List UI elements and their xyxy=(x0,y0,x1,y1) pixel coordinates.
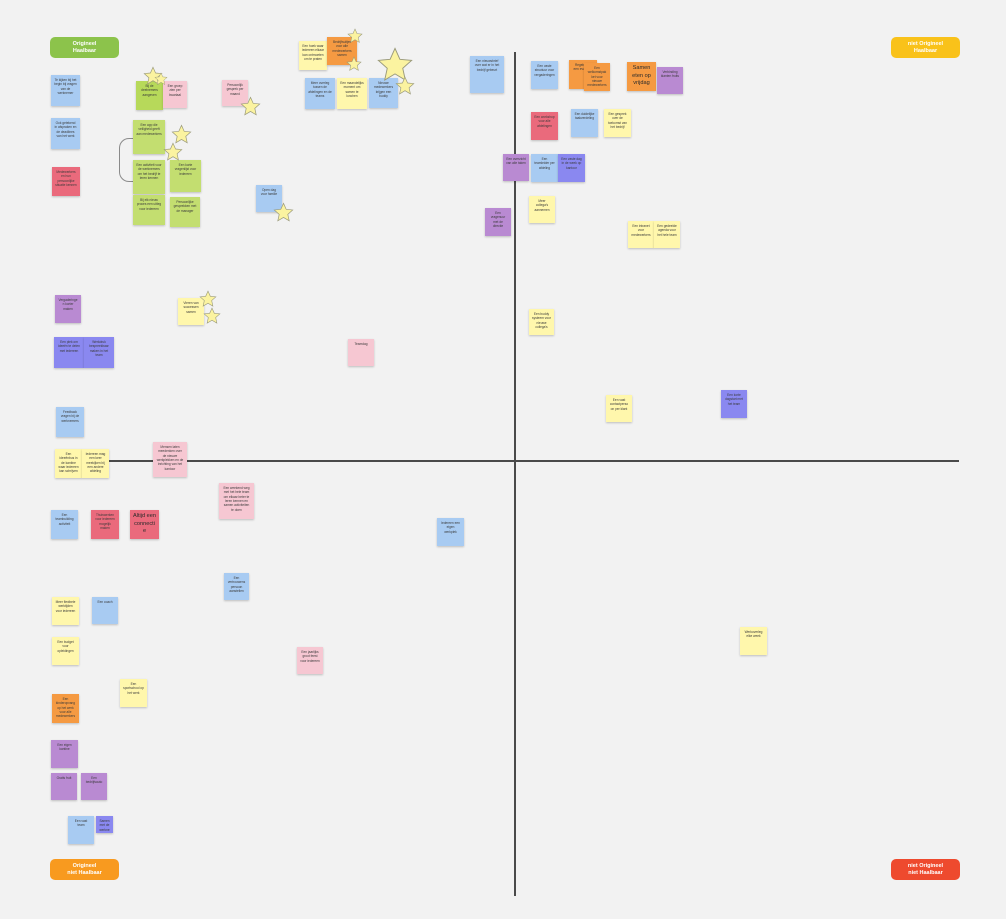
quadrant-label-origineel-haalbaar[interactable]: Origineel Haalbaar xyxy=(50,37,119,58)
sticky-note[interactable]: Meer flexibele werktijden voor iedereen xyxy=(52,597,79,625)
sticky-note[interactable]: Teamdag xyxy=(348,339,374,366)
sticky-note[interactable]: Te kijken bij het begin bij vragen van d… xyxy=(51,75,80,106)
sticky-note[interactable]: Werkoverleg elke week xyxy=(740,627,767,655)
sticky-note[interactable]: Altijd een connectie xyxy=(130,510,159,539)
sticky-note[interactable]: Mensen laten meedenken over de nieuwe we… xyxy=(153,442,187,477)
sticky-note[interactable]: Een teamleider per afdeling xyxy=(531,154,558,182)
star-icon xyxy=(273,202,294,222)
sticky-note[interactable]: Een overzicht van alle taken xyxy=(503,154,529,181)
sticky-note[interactable]: Een eigen kantine xyxy=(51,740,78,768)
sticky-note[interactable]: Een intranet voor medewerkers xyxy=(628,221,654,248)
sticky-note[interactable]: Een vragenuur met de directie xyxy=(485,208,511,236)
sticky-note[interactable]: Een buddy systeem voor nieuwe collega's xyxy=(529,309,554,335)
sticky-note[interactable]: Een activiteit voor de werknemers om het… xyxy=(133,160,165,194)
sticky-note[interactable]: Een gedeelde agenda voor het hele team xyxy=(654,221,680,248)
sticky-note[interactable]: Bij de deelnemers aangeven xyxy=(136,81,163,110)
sticky-note[interactable]: Een vast team xyxy=(68,816,94,844)
sticky-note[interactable]: Medewerkers en hun persoonlijke situatie… xyxy=(52,167,80,196)
sticky-note[interactable]: Een vaste structuur voor vergaderingen xyxy=(531,61,558,89)
star-icon xyxy=(203,307,221,324)
sticky-note[interactable]: Samen met de werknemers afspraken maken … xyxy=(96,816,113,833)
grouping-bracket xyxy=(119,138,138,182)
sticky-note[interactable]: Een app die veiligheid geeft aan medewer… xyxy=(133,120,165,154)
sticky-note[interactable]: Een weekend weg met het hele team om elk… xyxy=(219,483,254,519)
sticky-note[interactable]: Iedereen mag een keer meekijken bij een … xyxy=(82,449,109,478)
sticky-note[interactable]: Iedereen een eigen werkplek xyxy=(437,518,464,546)
sticky-note[interactable]: Een vaste dag in de week op kantoor xyxy=(558,154,585,182)
sticky-note[interactable]: Gratis fruit xyxy=(51,773,77,800)
sticky-note[interactable]: Thuiswerken voor iedereen mogelijk maken xyxy=(91,510,119,539)
sticky-note[interactable]: Een plek om ideeën te delen met iedereen xyxy=(54,337,84,368)
sticky-note[interactable]: Een hoek waar iedereen elkaar kan ontmoe… xyxy=(299,41,327,70)
sticky-note[interactable]: Meer collega's aannemen xyxy=(529,196,555,223)
sticky-note[interactable]: Persoonlijk gesprek per maand xyxy=(222,80,248,106)
sticky-note[interactable]: Een coach xyxy=(92,597,118,624)
sticky-note[interactable]: Verbinding klanten fruits xyxy=(657,67,683,94)
sticky-note[interactable]: Een teambuilding activiteit xyxy=(51,510,78,539)
sticky-note[interactable]: Een budget voor opleidingen xyxy=(52,637,79,665)
sticky-note[interactable]: Nieuwe medewerkers krijgen een buddy xyxy=(369,78,398,108)
vertical-axis xyxy=(514,52,516,896)
star-icon xyxy=(377,47,413,82)
sticky-note[interactable]: Vieren van successen samen xyxy=(178,298,204,325)
star-icon xyxy=(346,56,362,71)
sticky-note[interactable]: Een gesprek over de toekomst van het bed… xyxy=(604,109,631,137)
sticky-note[interactable]: Een nieuwsbrief over wat er in het bedri… xyxy=(470,56,504,93)
sticky-note[interactable]: Persoonlijke gesprekken met de manager xyxy=(170,197,200,227)
sticky-note[interactable]: Een workshop voor alle afdelingen xyxy=(531,112,558,140)
sticky-note[interactable]: Een vertrouwenspersoon aanstellen xyxy=(224,573,249,600)
star-icon xyxy=(240,96,261,116)
sticky-note[interactable]: Een jaarlijks groot feest voor iedereen xyxy=(297,647,323,674)
star-icon xyxy=(154,72,168,86)
star-icon xyxy=(395,76,415,95)
quadrant-label-origineel-niet-haalbaar[interactable]: Origineel niet Haalbaar xyxy=(50,859,119,880)
sticky-note[interactable]: Een welkomstpakket voor nieuwe medewerke… xyxy=(584,63,610,91)
sticky-note[interactable]: Vergaderingen korter maken xyxy=(55,295,81,323)
sticky-note[interactable]: Samen eten op vrijdag xyxy=(627,62,656,91)
sticky-note[interactable]: Ook getekend in afspraken en de deadline… xyxy=(51,118,80,149)
sticky-note[interactable]: Een sportschool op het werk xyxy=(120,679,147,707)
sticky-note[interactable]: Feedback vragen bij de werknemers xyxy=(56,407,84,437)
quadrant-label-niet-origineel-niet-haalbaar[interactable]: niet Origineel niet Haalbaar xyxy=(891,859,960,880)
sticky-note[interactable]: Een korte dagstart met het team xyxy=(721,390,747,418)
star-icon xyxy=(171,124,192,144)
star-icon xyxy=(199,290,217,307)
sticky-note[interactable]: Een bedrijfsauto xyxy=(81,773,107,800)
sticky-note[interactable]: Een ideeënbus in de kantine waar iederee… xyxy=(55,449,82,478)
sticky-note[interactable]: Een groep zien per kwartaal xyxy=(163,81,187,108)
sticky-note[interactable]: Een vast contactpersoon per klant xyxy=(606,395,632,422)
sticky-note[interactable]: Een maandelijks moment om samen te lunch… xyxy=(337,78,367,109)
sticky-note[interactable]: Open dag voor familie xyxy=(256,185,282,212)
sticky-note[interactable]: Een kinderopvang op het werk voor alle m… xyxy=(52,694,79,723)
star-icon xyxy=(347,28,363,43)
sticky-note[interactable]: Een duidelijke taakverdeling xyxy=(571,109,598,137)
horizontal-axis xyxy=(58,460,959,462)
sticky-note[interactable]: Een korte vragenlijst voor iedereen xyxy=(170,160,201,192)
star-icon xyxy=(163,142,183,161)
sticky-note[interactable]: Bij elk nieuw proces een uitleg voor ied… xyxy=(133,195,165,225)
quadrant-label-niet-origineel-haalbaar[interactable]: niet Origineel Haalbaar xyxy=(891,37,960,58)
sticky-note[interactable]: Meer overleg tussen de afdelingen en de … xyxy=(305,78,335,109)
sticky-note[interactable]: Werkdruk bespreekbaar maken in het team xyxy=(84,337,114,368)
